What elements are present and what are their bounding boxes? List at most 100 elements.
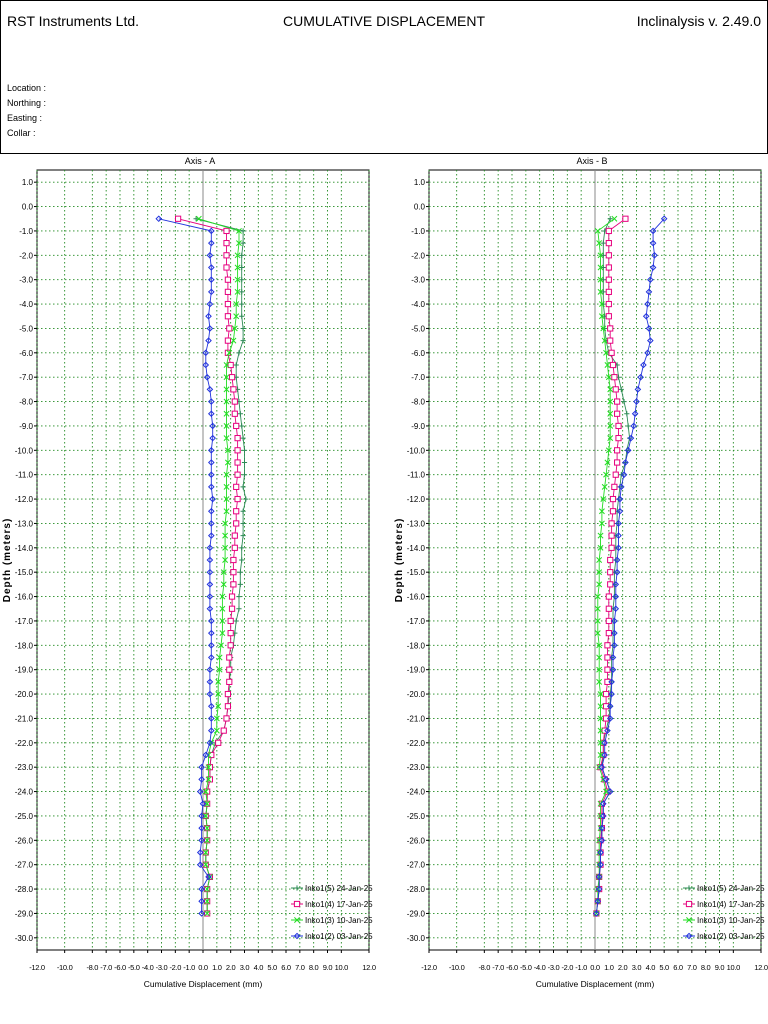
x-tick-label: -2.0	[561, 963, 573, 972]
data-point	[223, 386, 230, 393]
data-point	[239, 301, 245, 307]
y-tick-label: 0.0	[414, 203, 426, 212]
data-point	[227, 642, 234, 649]
data-point	[602, 703, 610, 710]
data-point	[607, 386, 614, 393]
legend-label: Inko1(2) 03-Jan-25	[305, 932, 373, 941]
data-point	[215, 691, 222, 698]
data-point	[604, 362, 611, 368]
data-point	[606, 788, 614, 795]
data-point	[224, 459, 231, 466]
y-tick-label: -14.0	[15, 544, 34, 553]
data-point	[609, 654, 617, 661]
data-point	[605, 630, 612, 637]
data-point	[604, 678, 611, 685]
data-point	[605, 617, 612, 625]
data-point	[230, 569, 237, 576]
data-point	[206, 605, 214, 613]
data-point	[614, 398, 621, 405]
data-point	[223, 410, 230, 417]
data-point	[597, 264, 604, 271]
data-point	[236, 240, 242, 247]
data-point	[596, 654, 603, 661]
data-point	[224, 447, 231, 454]
x-tick-label: 6.0	[281, 963, 291, 972]
data-point	[605, 276, 612, 283]
series-line	[198, 218, 240, 914]
data-point	[204, 788, 211, 795]
data-point	[207, 642, 215, 649]
data-point	[198, 897, 205, 905]
data-point	[224, 703, 232, 710]
data-point	[598, 301, 605, 308]
site-info: Location : Northing : Easting : Collar :	[7, 81, 46, 141]
y-tick-label: -11.0	[15, 471, 33, 480]
data-point	[223, 240, 230, 247]
x-tick-label: 1.0	[212, 963, 222, 972]
data-point	[613, 556, 621, 564]
data-point	[609, 508, 617, 515]
x-tick-label: -6.0	[114, 963, 126, 972]
y-tick-label: -17.0	[15, 617, 34, 626]
data-point	[222, 520, 229, 527]
data-point	[615, 520, 622, 527]
x-tick-label: -7.0	[492, 963, 504, 972]
series-3	[195, 215, 242, 917]
series-4	[155, 215, 216, 917]
data-point	[216, 654, 223, 661]
data-point	[615, 435, 622, 442]
data-point	[219, 593, 226, 600]
data-point	[609, 495, 617, 503]
data-point	[219, 617, 226, 624]
data-point	[604, 654, 611, 661]
y-tick-label: -13.0	[15, 519, 34, 528]
y-tick-label: 1.0	[22, 178, 34, 187]
data-point	[226, 325, 233, 332]
data-point	[612, 386, 619, 393]
data-point	[240, 325, 246, 332]
data-point	[607, 569, 614, 576]
report-header: RST Instruments Ltd. CUMULATIVE DISPLACE…	[0, 0, 768, 154]
y-tick-label: 0.0	[22, 203, 34, 212]
data-point	[224, 690, 232, 698]
data-point	[234, 471, 241, 478]
x-tick-label: 5.0	[267, 963, 277, 972]
data-point	[615, 532, 622, 539]
data-point	[224, 313, 232, 320]
data-point	[612, 581, 620, 588]
data-point	[215, 703, 222, 710]
data-point	[207, 471, 215, 478]
data-point	[612, 605, 620, 613]
data-point	[234, 459, 241, 466]
data-point	[634, 386, 642, 393]
data-point	[234, 264, 241, 271]
x-tick-label: -3.0	[548, 963, 560, 972]
y-tick-label: -28.0	[15, 885, 34, 894]
data-point	[240, 533, 246, 539]
data-point	[216, 666, 223, 673]
data-point	[613, 568, 621, 576]
data-point	[605, 300, 612, 308]
data-point	[198, 885, 205, 893]
y-tick-label: -9.0	[411, 422, 425, 431]
data-point	[155, 215, 163, 223]
legend: Inko1(5) 24-Jan-25 Inko1(4) 17-Jan-25 Inko…	[683, 884, 765, 941]
data-point	[609, 361, 617, 369]
data-point	[204, 886, 211, 893]
data-point	[597, 727, 604, 734]
data-point	[608, 690, 615, 698]
data-point	[206, 325, 214, 332]
data-point	[205, 776, 212, 783]
y-tick-label: -9.0	[19, 422, 33, 431]
x-tick-label: -2.0	[169, 963, 181, 972]
data-point	[223, 422, 230, 429]
data-point	[603, 471, 610, 478]
y-tick-label: -2.0	[19, 251, 33, 260]
data-point	[615, 422, 622, 430]
y-tick-label: -7.0	[411, 373, 425, 382]
data-point	[209, 422, 216, 430]
data-point	[207, 532, 215, 539]
data-point	[624, 411, 630, 417]
data-point	[614, 410, 621, 417]
x-tick-label: -5.0	[520, 963, 532, 972]
